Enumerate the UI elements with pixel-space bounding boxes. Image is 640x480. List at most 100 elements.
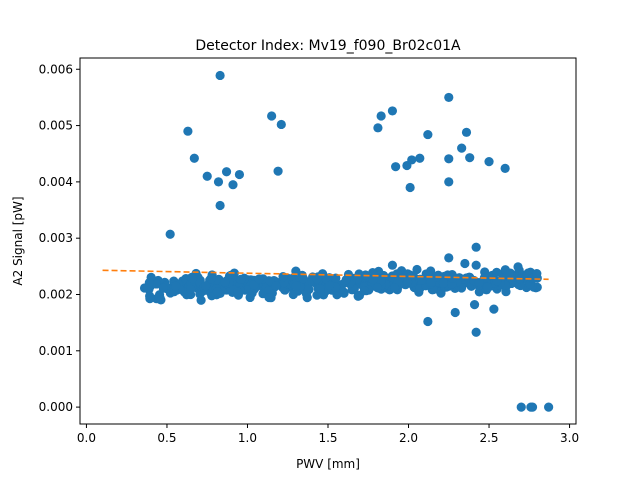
- y-tick-label: 0.000: [39, 400, 73, 414]
- scatter-point: [373, 123, 383, 133]
- scatter-point: [407, 155, 417, 165]
- cluster-point: [304, 284, 314, 295]
- scatter-point: [500, 163, 510, 173]
- cluster-point: [482, 282, 493, 292]
- cluster-point: [372, 283, 383, 293]
- scatter-point: [444, 177, 454, 187]
- cluster-point: [185, 284, 196, 294]
- scatter-point: [484, 157, 494, 167]
- scatter-point: [391, 162, 401, 172]
- cluster-point: [438, 278, 449, 288]
- scatter-point: [183, 126, 193, 136]
- cluster-point: [508, 272, 518, 282]
- cluster-point: [492, 267, 502, 277]
- cluster-point: [171, 281, 181, 291]
- cluster-point: [412, 264, 422, 275]
- cluster-point: [271, 281, 281, 291]
- scatter-point: [273, 166, 283, 176]
- scatter-point: [444, 92, 454, 103]
- scatter-point: [202, 171, 212, 181]
- cluster-point: [263, 286, 274, 296]
- cluster-point: [515, 280, 526, 291]
- cluster-point: [220, 277, 230, 287]
- scatter-point: [469, 300, 480, 310]
- scatter-point: [461, 127, 472, 137]
- scatter-point: [516, 402, 526, 412]
- cluster-point: [402, 277, 413, 287]
- scatter-point: [189, 153, 199, 163]
- x-tick-label: 0.5: [157, 431, 176, 445]
- y-tick-label: 0.003: [39, 231, 73, 245]
- scatter-point: [387, 260, 398, 270]
- scatter-point: [215, 200, 225, 211]
- cluster-point: [376, 276, 386, 286]
- cluster-point: [298, 274, 309, 284]
- y-axis: 0.000 0.001 0.002 0.003 0.004 0.005 0.006: [39, 62, 80, 414]
- cluster-point: [144, 277, 154, 288]
- cluster-point: [249, 280, 259, 290]
- x-tick-label: 3.0: [560, 431, 579, 445]
- cluster-point: [254, 274, 264, 284]
- y-tick-label: 0.001: [39, 344, 73, 358]
- scatter-point: [471, 327, 481, 337]
- scatter-point: [471, 260, 481, 270]
- scatter-point: [423, 129, 433, 140]
- scatter-point: [444, 253, 454, 263]
- x-tick-label: 2.0: [399, 431, 418, 445]
- cluster-point: [315, 284, 325, 294]
- x-axis-label: PWV [mm]: [296, 457, 360, 471]
- scatter-point: [228, 180, 238, 190]
- scatter-point: [444, 154, 454, 164]
- cluster-point: [389, 283, 400, 293]
- cluster-point: [474, 287, 484, 297]
- cluster-point: [156, 295, 166, 305]
- scatter-point: [527, 402, 538, 412]
- chart-title: Detector Index: Mv19_f090_Br02c01A: [195, 38, 461, 54]
- scatter-point: [276, 119, 286, 130]
- cluster-point: [359, 285, 369, 296]
- cluster-point: [206, 273, 216, 284]
- x-tick-label: 1.5: [318, 431, 337, 445]
- cluster-point: [474, 278, 484, 288]
- scatter-point: [423, 316, 433, 327]
- x-tick-label: 2.5: [479, 431, 498, 445]
- cluster-point: [233, 287, 243, 297]
- cluster-point: [145, 291, 155, 301]
- x-tick-label: 1.0: [238, 431, 257, 445]
- scatter-point: [544, 402, 554, 412]
- y-tick-label: 0.006: [39, 62, 73, 76]
- cluster-point: [236, 274, 246, 285]
- scatter-point: [513, 262, 523, 272]
- cluster-point: [341, 275, 351, 285]
- scatter-point: [465, 153, 475, 163]
- scatter-point: [489, 304, 499, 314]
- scatter-point: [471, 242, 481, 252]
- scatter-point: [234, 169, 245, 180]
- cluster-point: [368, 274, 378, 285]
- scatter-point: [213, 177, 224, 187]
- cluster-point: [416, 275, 426, 285]
- cluster-point: [368, 268, 378, 278]
- cluster-point: [201, 281, 211, 291]
- scatter-point: [215, 70, 225, 81]
- scatter-point: [267, 111, 277, 121]
- y-tick-label: 0.004: [39, 175, 73, 189]
- y-tick-label: 0.002: [39, 287, 73, 301]
- cluster-point: [532, 268, 542, 279]
- cluster-point: [318, 269, 328, 279]
- scatter-point: [460, 258, 470, 269]
- scatter-point: [405, 182, 415, 193]
- scatter-point: [165, 229, 175, 239]
- y-axis-label: A2 Signal [pW]: [11, 196, 25, 285]
- cluster-point: [187, 273, 197, 284]
- plot-area: [80, 58, 576, 424]
- cluster-point: [447, 273, 458, 283]
- plot-background: [80, 58, 576, 424]
- cluster-point: [264, 292, 274, 303]
- cluster-point: [212, 287, 222, 297]
- scatter-point: [221, 167, 232, 177]
- scatter-point: [376, 111, 386, 121]
- fit-line: [102, 269, 549, 281]
- cluster-point: [291, 281, 301, 291]
